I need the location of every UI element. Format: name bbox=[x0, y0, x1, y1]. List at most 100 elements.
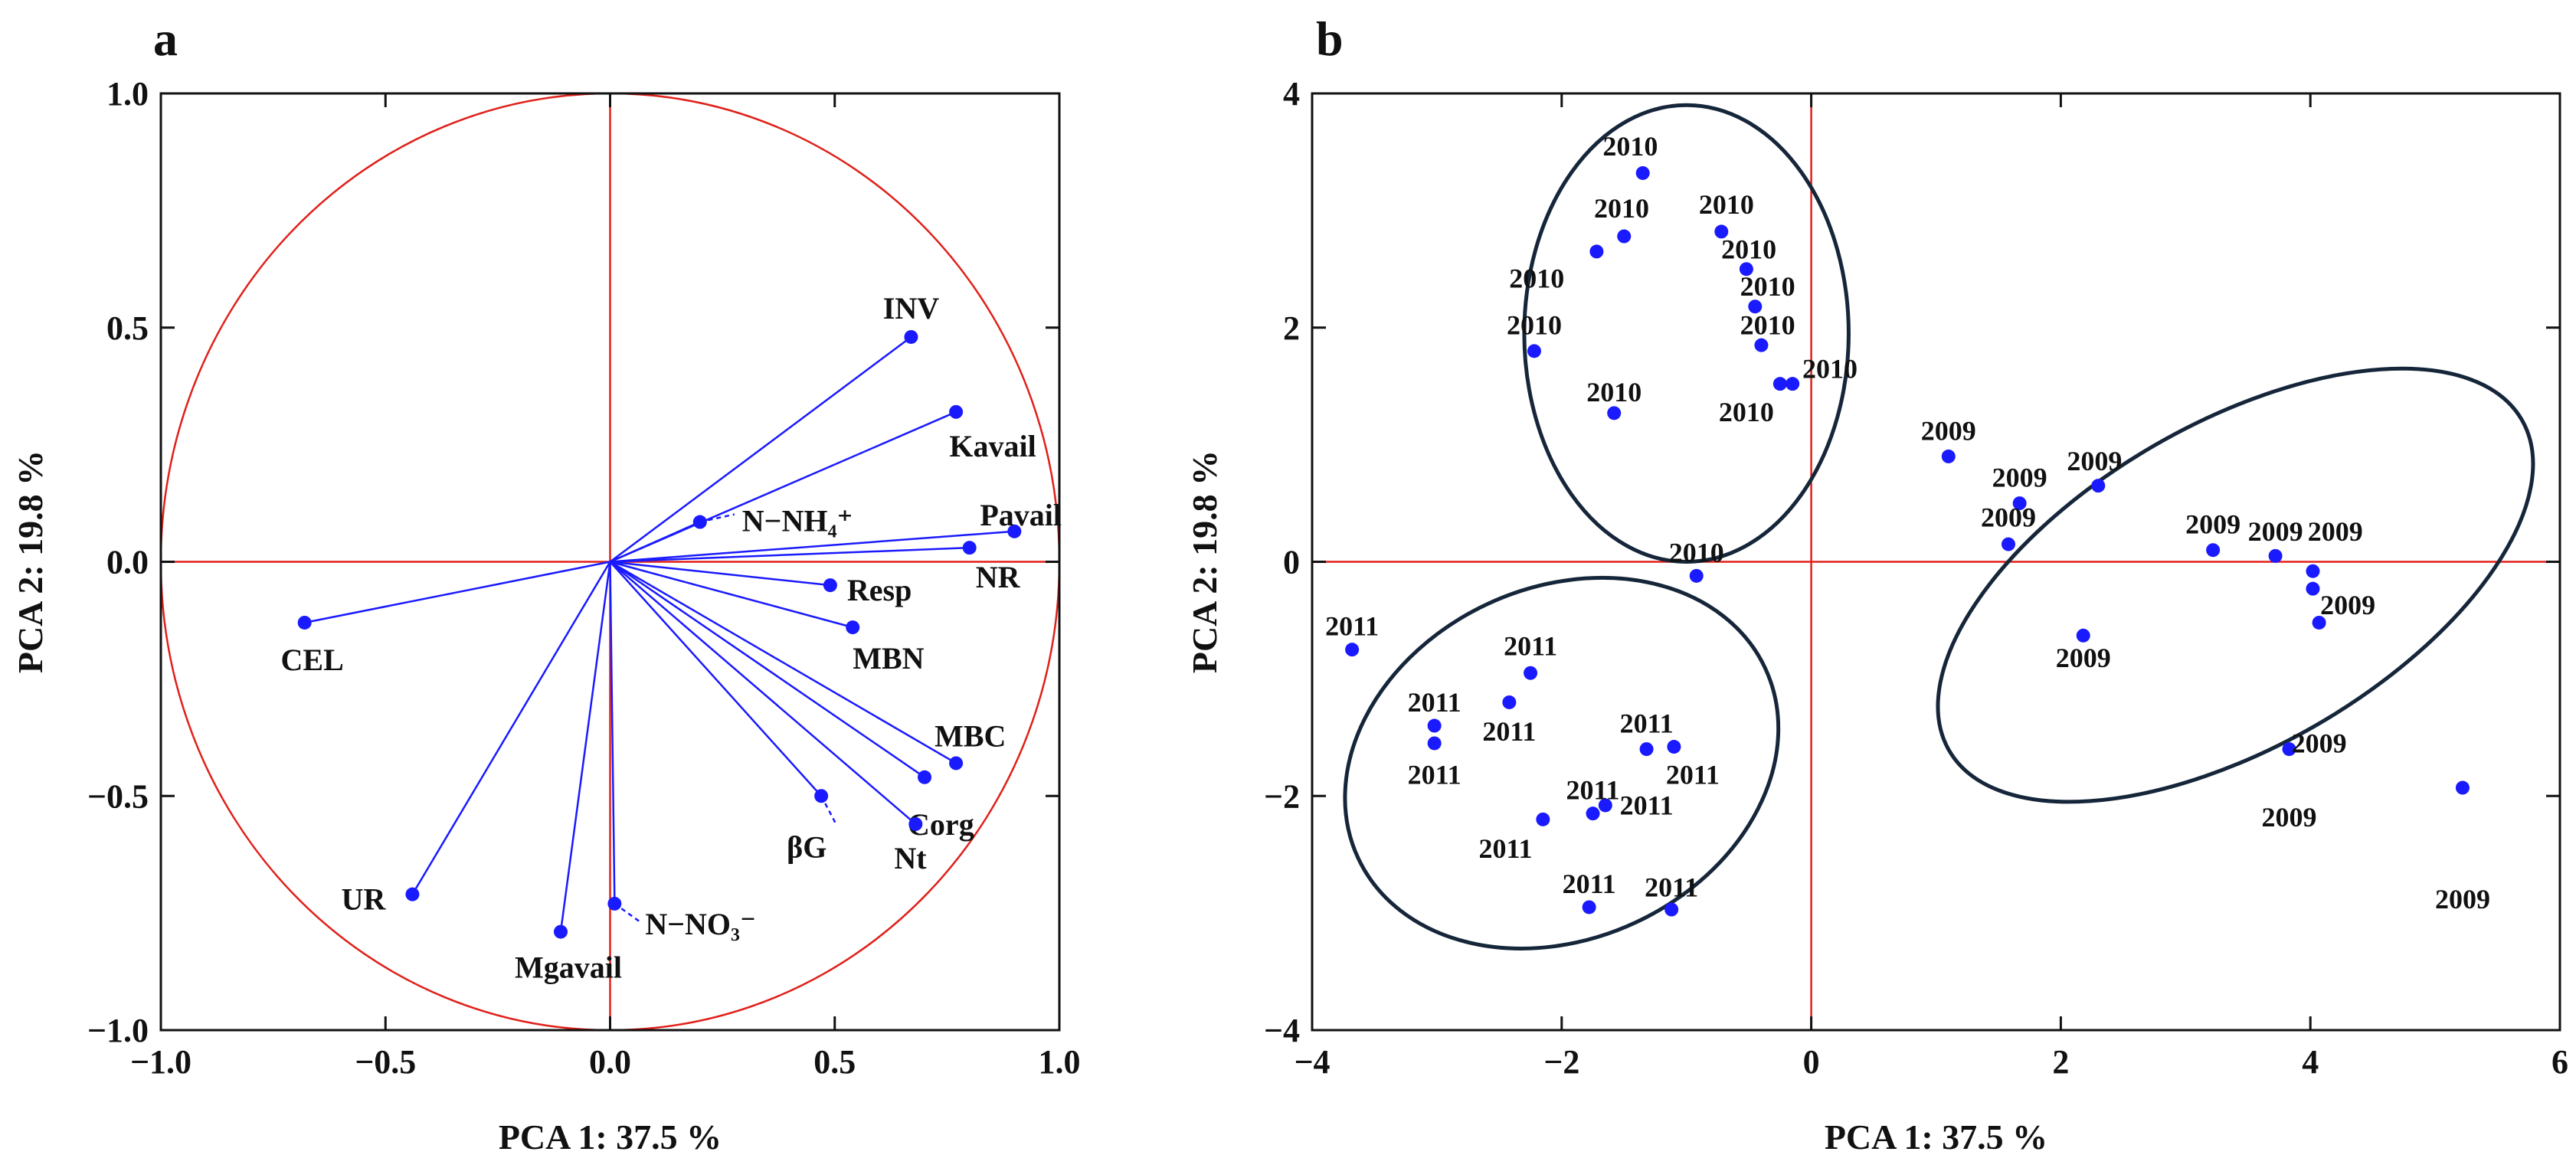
b-point-2011 bbox=[1667, 740, 1681, 754]
b-point-label-2009: 2009 bbox=[2067, 446, 2122, 476]
a-vector-point-mbn bbox=[846, 620, 860, 635]
a-vector-line-nt bbox=[609, 561, 917, 825]
b-point-2011 bbox=[1582, 900, 1596, 914]
a-vector-leader-n-nh bbox=[699, 513, 735, 523]
a-y-tick-label: 0.5 bbox=[106, 309, 149, 347]
b-point-2010 bbox=[1527, 344, 1541, 358]
a-vector-label-mbc: MBC bbox=[934, 718, 1006, 753]
a-vector-point-ur bbox=[405, 887, 420, 901]
a-x-tick-label: 1.0 bbox=[1039, 1043, 1081, 1081]
b-point-2010 bbox=[1772, 377, 1787, 391]
a-vector-label-nr: NR bbox=[976, 560, 1021, 594]
a-vector-label-pavail: Pavail bbox=[980, 498, 1062, 532]
b-point-2011 bbox=[1536, 812, 1550, 826]
b-x-tick-label: 4 bbox=[2302, 1043, 2319, 1081]
a-vector-label-ur: UR bbox=[342, 882, 387, 917]
a-vector-label-nt: Nt bbox=[894, 841, 927, 875]
panel-b: b −4 −2 0 2 4 6 4 2 0 −2 −4 PCA 1: 37.5 % PCA 2: 19.… bbox=[1185, 11, 2568, 1157]
panel-letter-a: a bbox=[153, 11, 178, 66]
a-vector-point-resp bbox=[823, 578, 837, 593]
b-point-2010 bbox=[1754, 338, 1769, 352]
b-y-tick-label: 2 bbox=[1283, 309, 1300, 347]
b-point-2009 bbox=[2076, 628, 2090, 643]
a-vector-point-nt bbox=[908, 816, 923, 831]
b-point-label-2010: 2010 bbox=[1699, 189, 1754, 220]
b-point-label-2011: 2011 bbox=[1666, 760, 1720, 790]
b-group-ellipse-2010 bbox=[1522, 103, 1851, 564]
b-point-label-2009: 2009 bbox=[2185, 509, 2240, 540]
b-point-2009 bbox=[2312, 615, 2326, 630]
a-vector-point-cel bbox=[297, 615, 312, 630]
b-point-2011 bbox=[1524, 666, 1538, 680]
b-x-tick-label: 6 bbox=[2551, 1043, 2568, 1081]
b-point-label-2009: 2009 bbox=[2320, 590, 2375, 620]
a-vector-line-mgavail bbox=[559, 561, 611, 932]
b-point-label-2009: 2009 bbox=[1992, 462, 2047, 492]
b-point-label-2009: 2009 bbox=[2262, 802, 2317, 833]
a-vector-line-ur bbox=[411, 561, 611, 895]
b-point-2009 bbox=[1941, 449, 1956, 463]
b-point-2009 bbox=[2091, 479, 2106, 493]
b-point-label-2010: 2010 bbox=[1669, 537, 1724, 568]
a-x-tick-label: 0.5 bbox=[813, 1043, 856, 1081]
a-vector-label-mgavail: Mgavail bbox=[515, 950, 622, 985]
a-vector-label-inv: INV bbox=[883, 291, 939, 326]
b-point-label-2010: 2010 bbox=[1509, 263, 1564, 294]
a-vector-line-g bbox=[609, 561, 823, 797]
b-point-2010 bbox=[1748, 299, 1763, 314]
panel-letter-b: b bbox=[1316, 11, 1344, 66]
b-point-label-2010: 2010 bbox=[1740, 271, 1795, 302]
b-point-2009 bbox=[2306, 564, 2320, 578]
a-vector-point-mbc bbox=[949, 756, 964, 770]
b-point-label-2011: 2011 bbox=[1478, 833, 1532, 864]
b-point-label-2009: 2009 bbox=[2248, 516, 2303, 547]
b-point-2011 bbox=[1586, 806, 1600, 821]
b-point-label-2011: 2011 bbox=[1325, 611, 1379, 642]
b-point-label-2010: 2010 bbox=[1719, 397, 1774, 427]
a-vector-line-resp bbox=[610, 561, 831, 587]
a-vector-point-nr bbox=[962, 541, 977, 555]
b-point-label-2009: 2009 bbox=[2308, 516, 2363, 547]
b-group-ellipse-2011 bbox=[1343, 575, 1781, 950]
b-point-2009 bbox=[2455, 780, 2470, 795]
b-point-2010 bbox=[1786, 377, 1800, 391]
b-point-label-2010: 2010 bbox=[1594, 193, 1649, 224]
b-point-2009 bbox=[2012, 496, 2027, 511]
b-point-label-2010: 2010 bbox=[1602, 131, 1658, 162]
b-point-2010 bbox=[1589, 244, 1604, 259]
b-x-tick-label: −4 bbox=[1294, 1043, 1330, 1081]
a-vector-line-corg bbox=[609, 561, 925, 778]
b-point-2011 bbox=[1664, 902, 1679, 917]
b-point-2010 bbox=[1607, 406, 1622, 420]
a-vector-label-n-no: N−NO₃⁻ bbox=[645, 907, 756, 941]
b-group-ellipse-2009 bbox=[1936, 366, 2535, 804]
a-vector-line-n-nh bbox=[609, 521, 701, 563]
b-point-2009 bbox=[2282, 742, 2296, 757]
a-vector-point-mgavail bbox=[553, 924, 568, 939]
a-vector-point-kavail bbox=[949, 404, 964, 419]
b-point-2010 bbox=[1689, 568, 1704, 583]
b-y-axis-label: PCA 2: 19.8 % bbox=[1185, 450, 1224, 673]
b-point-2010 bbox=[1617, 229, 1632, 244]
b-point-label-2011: 2011 bbox=[1620, 708, 1674, 738]
a-y-tick-label: 0.0 bbox=[106, 544, 149, 581]
a-vector-leader-g bbox=[820, 795, 838, 826]
a-x-tick-label: 0.0 bbox=[589, 1043, 631, 1081]
b-point-label-2009: 2009 bbox=[2056, 643, 2111, 673]
b-point-2009 bbox=[2268, 548, 2283, 563]
a-vector-leader-n-no bbox=[614, 902, 643, 924]
a-vector-point-inv bbox=[904, 329, 918, 344]
a-vector-line-nr bbox=[610, 546, 970, 563]
b-x-tick-label: −2 bbox=[1543, 1043, 1579, 1081]
b-x-axis-label: PCA 1: 37.5 % bbox=[1825, 1117, 2047, 1157]
a-vector-line-mbn bbox=[610, 561, 853, 629]
b-point-2011 bbox=[1345, 643, 1360, 657]
b-point-label-2009: 2009 bbox=[1921, 415, 1976, 446]
b-point-2011 bbox=[1502, 695, 1517, 709]
b-point-2009 bbox=[2206, 543, 2221, 558]
b-y-tick-label: −2 bbox=[1264, 777, 1300, 815]
a-vector-line-inv bbox=[609, 335, 912, 563]
b-point-2010 bbox=[1739, 262, 1753, 276]
b-point-label-2010: 2010 bbox=[1507, 310, 1562, 341]
b-point-2009 bbox=[2306, 581, 2320, 596]
